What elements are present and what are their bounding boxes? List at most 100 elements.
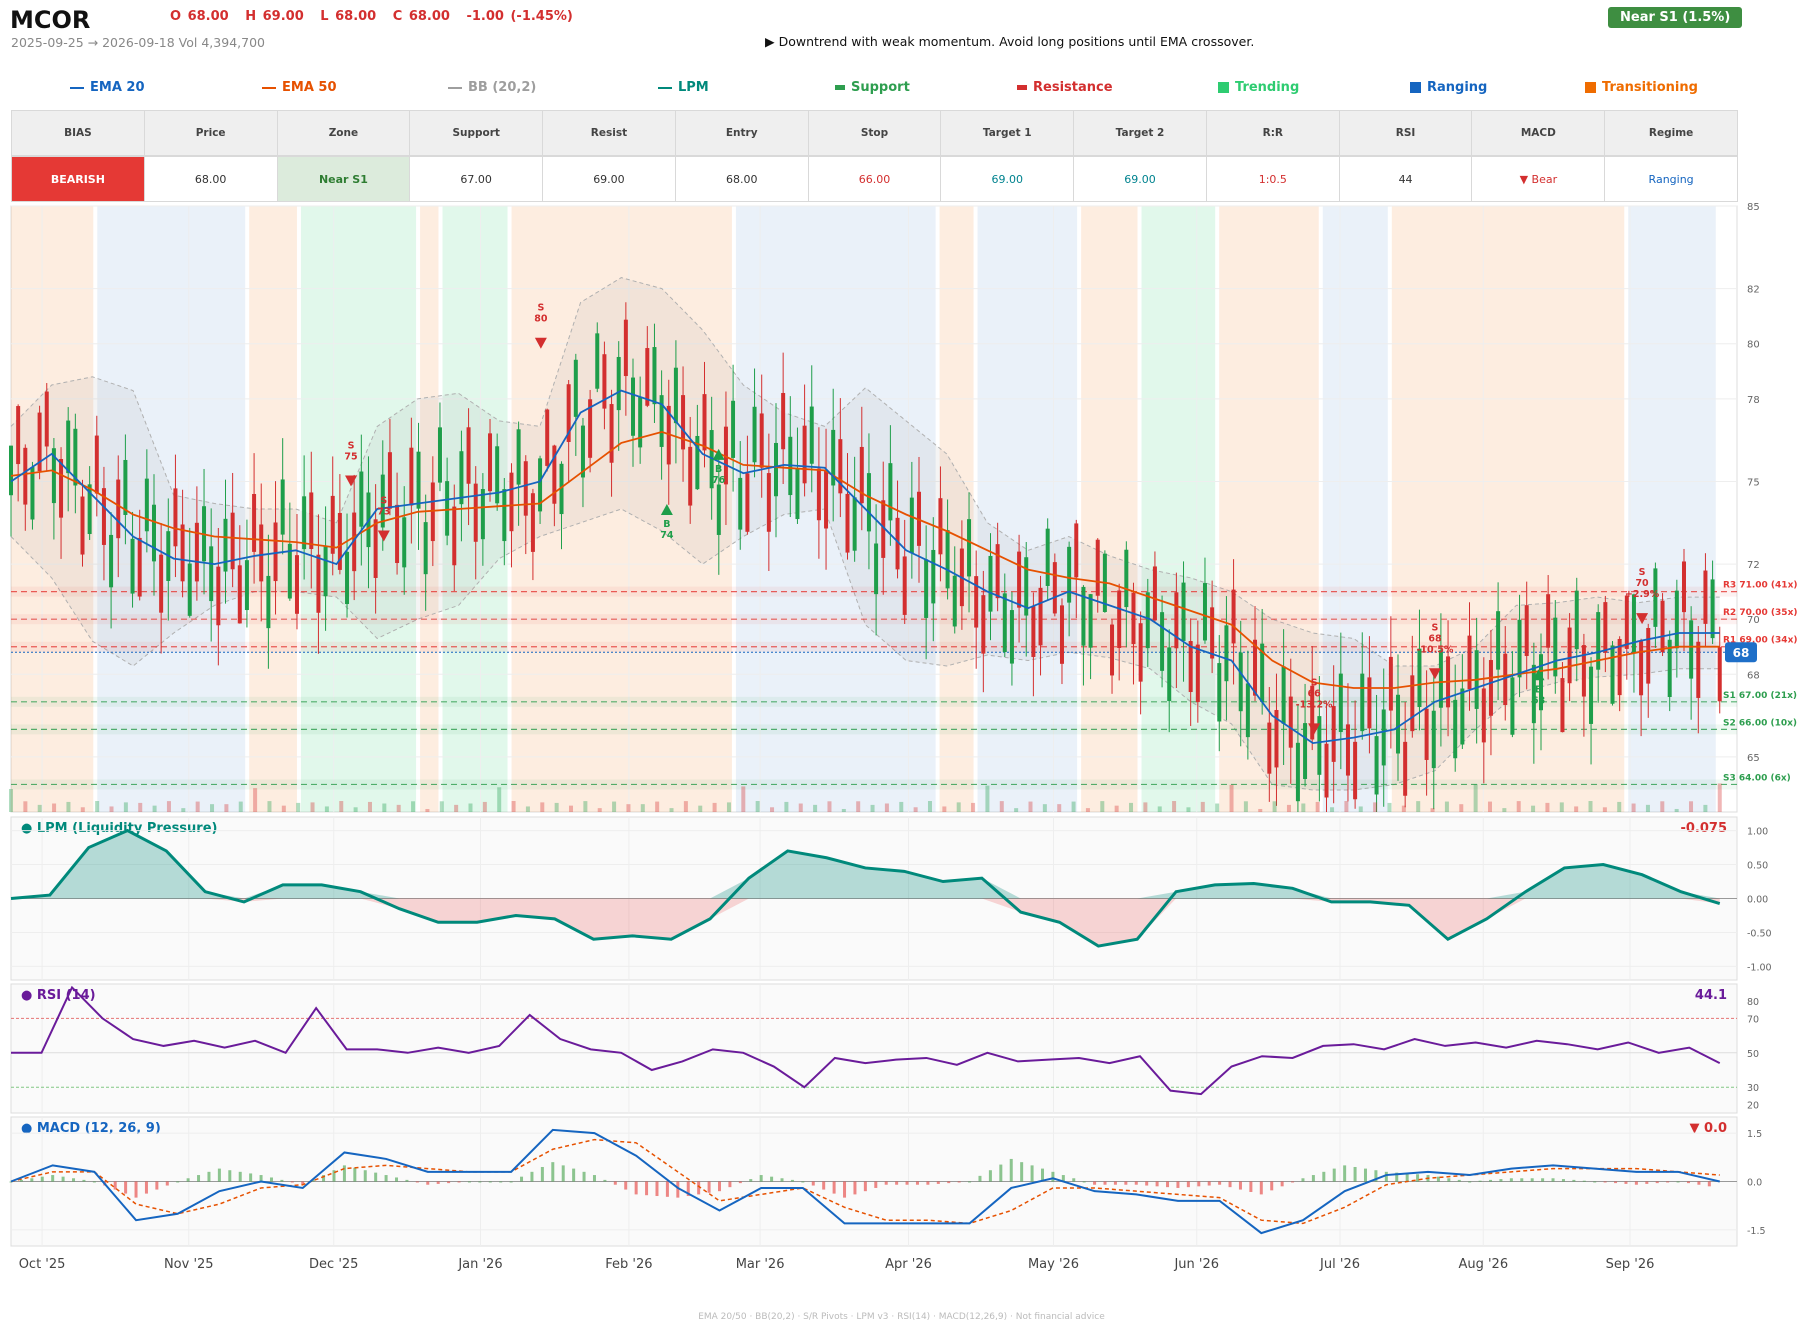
table-cell-bias: BEARISH: [11, 156, 145, 202]
volume-bar: [1703, 804, 1708, 812]
volume-bar: [999, 801, 1004, 812]
volume-bar: [9, 789, 13, 812]
macd-histogram-bar: [1572, 1179, 1576, 1182]
volume-bar: [267, 801, 272, 812]
volume-bar: [1229, 784, 1234, 812]
x-tick-label: Aug '26: [1458, 1257, 1508, 1272]
volume-bar: [841, 808, 846, 812]
legend-label: Trending: [1235, 80, 1300, 95]
candle-body: [1231, 589, 1236, 644]
candle-body: [380, 474, 385, 528]
macd-histogram-bar: [1645, 1181, 1649, 1184]
candle-body: [659, 395, 664, 447]
candle-body: [345, 551, 350, 605]
macd-histogram-bar: [1270, 1181, 1274, 1191]
macd-histogram-bar: [342, 1165, 346, 1182]
volume-bar: [540, 802, 545, 812]
table-header-regime: Regime: [1604, 110, 1738, 156]
candle-body: [816, 468, 821, 521]
candle-body: [595, 333, 600, 389]
macd-histogram-bar: [832, 1181, 836, 1194]
table-header-support: Support: [409, 110, 544, 156]
sell-signal-icon: [1636, 613, 1649, 625]
macd-histogram-bar: [561, 1165, 565, 1182]
macd-histogram-bar: [363, 1170, 367, 1182]
volume-bar: [1243, 801, 1248, 812]
candle-body: [1424, 708, 1429, 760]
candle-body: [638, 397, 643, 448]
macd-histogram-bar: [1603, 1181, 1607, 1183]
volume-bar: [396, 804, 401, 812]
macd-histogram-bar: [238, 1171, 242, 1182]
line-swatch-icon: [70, 86, 84, 89]
macd-histogram-bar: [1676, 1181, 1680, 1183]
macd-histogram-bar: [582, 1171, 586, 1182]
legend-label: Resistance: [1033, 80, 1113, 95]
signal-label: 68: [1428, 633, 1442, 644]
candle-body: [888, 463, 893, 521]
candle-body: [273, 522, 278, 582]
signal-label: 70: [1635, 578, 1649, 589]
candle-body: [1031, 606, 1036, 657]
volume-bar: [166, 801, 171, 812]
macd-histogram-bar: [1291, 1181, 1295, 1183]
volume-bar: [1444, 801, 1449, 812]
signal-label: 74: [660, 530, 674, 541]
candle-body: [1560, 678, 1565, 733]
volume-bar: [497, 787, 502, 812]
lpm-line: [10, 828, 1721, 948]
candle-body: [566, 384, 571, 443]
macd-histogram-bar: [499, 1181, 503, 1183]
buy-signal-icon: [712, 448, 725, 460]
candle-body: [738, 477, 743, 530]
macd-histogram-bar: [1020, 1162, 1024, 1182]
candle-body: [423, 522, 428, 575]
candle-body: [516, 429, 521, 485]
candle-body: [1245, 683, 1250, 738]
candle-body: [609, 404, 614, 463]
table-cell-stop: 66.00: [807, 156, 942, 202]
candle-body: [1610, 645, 1615, 704]
volume-bar: [655, 801, 660, 812]
sell-signal-icon: [377, 530, 390, 542]
candle-body: [87, 484, 92, 535]
price-pane-bg: [10, 205, 1738, 813]
signal-label: 66: [1308, 688, 1322, 699]
volume-bar: [554, 802, 559, 812]
volume-bar: [1358, 806, 1363, 812]
square-swatch-icon: [1218, 82, 1229, 93]
x-tick-label: Sep '26: [1606, 1257, 1655, 1272]
volume-bar: [942, 806, 947, 812]
candle-body: [681, 395, 686, 450]
macd-histogram-bar: [82, 1179, 86, 1182]
macd-histogram-bar: [176, 1181, 180, 1183]
lpm-negative-area: [11, 898, 1720, 947]
lpm-positive-area: [11, 830, 1720, 899]
candle-body: [1717, 647, 1722, 702]
volume-bar: [367, 801, 372, 812]
candle-body: [316, 554, 321, 613]
macd-histogram-bar: [1259, 1181, 1263, 1195]
level-label: S1 67.00 (21x): [1723, 691, 1797, 701]
sell-signal-icon: [345, 475, 358, 487]
volume-bar: [253, 788, 258, 812]
open-value: O 68.00: [170, 9, 229, 24]
volume-bar: [1717, 783, 1722, 812]
candle-body: [294, 555, 299, 614]
macd-histogram-bar: [686, 1181, 690, 1197]
candle-body: [1110, 624, 1115, 676]
macd-histogram-bar: [1478, 1180, 1482, 1182]
y-tick-label: 70: [1747, 615, 1760, 626]
legend-item-ema-20: EMA 20: [70, 80, 145, 95]
macd-histogram-bar: [1499, 1179, 1503, 1182]
ticker-symbol: MCOR: [10, 6, 91, 34]
table-header-entry: Entry: [674, 110, 809, 156]
candle-body: [1681, 561, 1686, 613]
change-value: -1.00 (-1.45%): [466, 9, 573, 24]
macd-histogram-bar: [1447, 1178, 1451, 1182]
volume-bar: [1028, 801, 1033, 812]
x-tick-label: Jan '26: [457, 1257, 502, 1272]
candle-body: [1360, 673, 1365, 732]
volume-bar: [956, 802, 961, 812]
square-swatch-icon: [1585, 82, 1596, 93]
